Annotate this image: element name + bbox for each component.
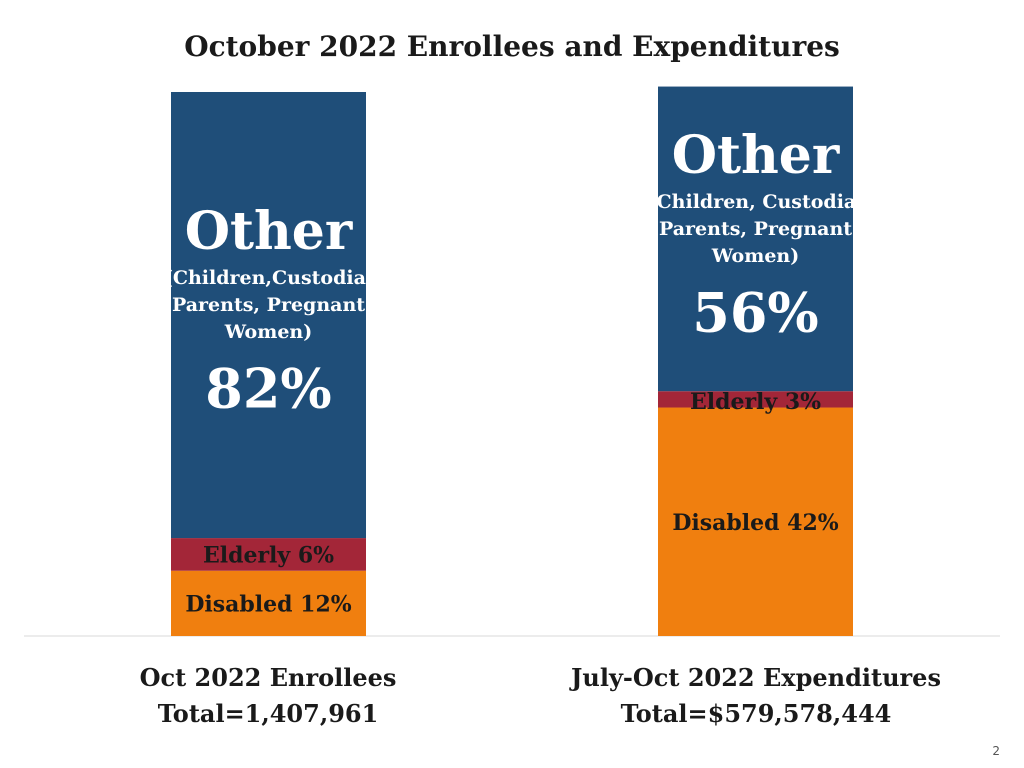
elderly-data-label: Elderly 3% xyxy=(690,389,821,415)
other-percent-label: 82% xyxy=(205,356,331,420)
other-description-label: (Children,Custodial xyxy=(164,267,373,289)
other-description-label: Women) xyxy=(224,321,312,343)
category-label-enrollees: Oct 2022 Enrollees Total=1,407,961 xyxy=(58,660,478,732)
other-heading-label: Other xyxy=(185,201,353,262)
bar-segment-other xyxy=(171,92,366,539)
category-total: Total=1,407,961 xyxy=(157,699,379,728)
bar-segment-elderly xyxy=(171,538,366,571)
disabled-data-label: Disabled 42% xyxy=(672,510,838,536)
other-description-label: Parents, Pregnant xyxy=(172,294,365,316)
other-percent-label: 56% xyxy=(692,280,818,344)
other-description-label: (Children, Custodial xyxy=(648,191,864,213)
bar-segment-other xyxy=(658,86,853,392)
bar-segment-disabled xyxy=(171,570,366,636)
other-description-label: Women) xyxy=(711,245,799,267)
chart-title: October 2022 Enrollees and Expenditures xyxy=(184,30,840,63)
bar-segment-elderly xyxy=(658,391,853,408)
bar-segment-disabled xyxy=(658,407,853,636)
elderly-data-label: Elderly 6% xyxy=(203,542,334,568)
disabled-data-label: Disabled 12% xyxy=(185,591,351,617)
page-number: 2 xyxy=(992,744,1000,758)
category-total: Total=$579,578,444 xyxy=(620,699,892,728)
category-name: Oct 2022 Enrollees xyxy=(139,663,397,692)
category-name: July-Oct 2022 Expenditures xyxy=(571,663,941,692)
category-label-expenditures: July-Oct 2022 Expenditures Total=$579,57… xyxy=(546,660,966,732)
other-description-label: Parents, Pregnant xyxy=(659,218,852,240)
other-heading-label: Other xyxy=(672,125,840,186)
